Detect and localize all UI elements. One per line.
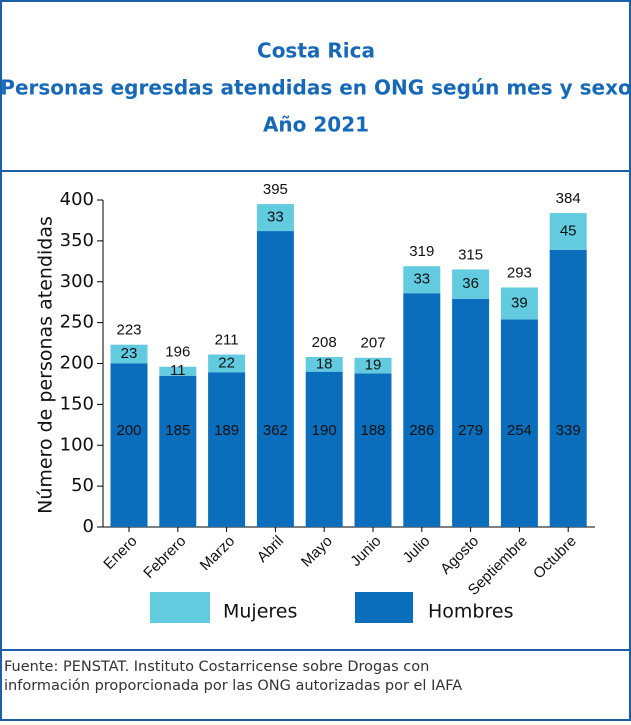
value-label: 33 [267,209,284,226]
bar-segment [208,372,246,527]
value-label: 188 [360,422,385,439]
chart-title: Año 2021 [263,113,369,137]
bar-segment [305,371,343,527]
bar-segment [452,269,490,299]
bar-segment [256,204,294,232]
value-label: 189 [214,422,239,439]
value-label: 39 [511,294,528,311]
value-label: 190 [312,422,337,439]
total-label: 293 [507,264,532,281]
value-label: 362 [263,422,288,439]
total-label: 207 [360,335,385,352]
value-label: 339 [556,422,581,439]
chart-title: Costa Rica [257,39,375,63]
total-label: 211 [215,331,239,348]
y-tick-label: 400 [60,189,94,210]
bar-segment [256,231,294,527]
bar-segment [452,298,490,527]
value-label: 36 [462,275,479,292]
value-label: 279 [458,422,483,439]
bar-segment [403,266,441,294]
y-tick-label: 0 [83,516,94,537]
bar-segment [549,249,587,527]
total-label: 223 [116,322,141,339]
value-label: 254 [507,422,532,439]
y-tick-label: 50 [71,475,94,496]
y-axis-label: Número de personas atendidas [35,216,57,514]
total-label: 315 [458,246,483,263]
value-label: 45 [560,222,577,239]
bar-segment [159,375,197,527]
total-label: 196 [165,344,190,361]
y-tick-label: 100 [60,434,94,455]
source-note: Fuente: PENSTAT. Instituto Costarricense… [4,659,429,675]
chart-title: Personas egresdas atendidas en ONG según… [0,76,631,100]
bar-segment [305,356,343,372]
bar-segment [159,366,197,376]
bar-segment [354,373,392,527]
bar-segment [354,357,392,374]
legend-swatch [355,592,413,623]
value-label: 286 [409,422,434,439]
total-label: 319 [409,243,434,260]
value-label: 185 [165,422,190,439]
bar-segment [208,354,246,373]
value-label: 11 [170,362,186,379]
y-tick-label: 200 [60,353,94,374]
total-label: 384 [556,190,581,207]
bar-segment [403,293,441,527]
legend-label: Mujeres [223,601,297,623]
value-label: 18 [316,355,333,372]
bar-segment [110,363,148,527]
total-label: 395 [263,181,288,198]
bar-segment [110,344,148,364]
value-label: 22 [218,354,235,371]
total-label: 208 [312,334,337,351]
bar-segment [500,287,538,320]
value-label: 33 [413,271,430,288]
y-tick-label: 250 [60,312,94,333]
y-tick-label: 150 [60,393,94,414]
y-tick-label: 300 [60,271,94,292]
legend-label: Hombres [428,601,513,623]
bar-segment [500,319,538,527]
value-label: 19 [365,357,382,374]
y-tick-label: 350 [60,230,94,251]
value-label: 23 [121,345,138,362]
value-label: 200 [116,422,141,439]
bar-segment [549,213,587,250]
legend-swatch [150,592,210,623]
source-note: información proporcionada por las ONG au… [4,678,462,694]
